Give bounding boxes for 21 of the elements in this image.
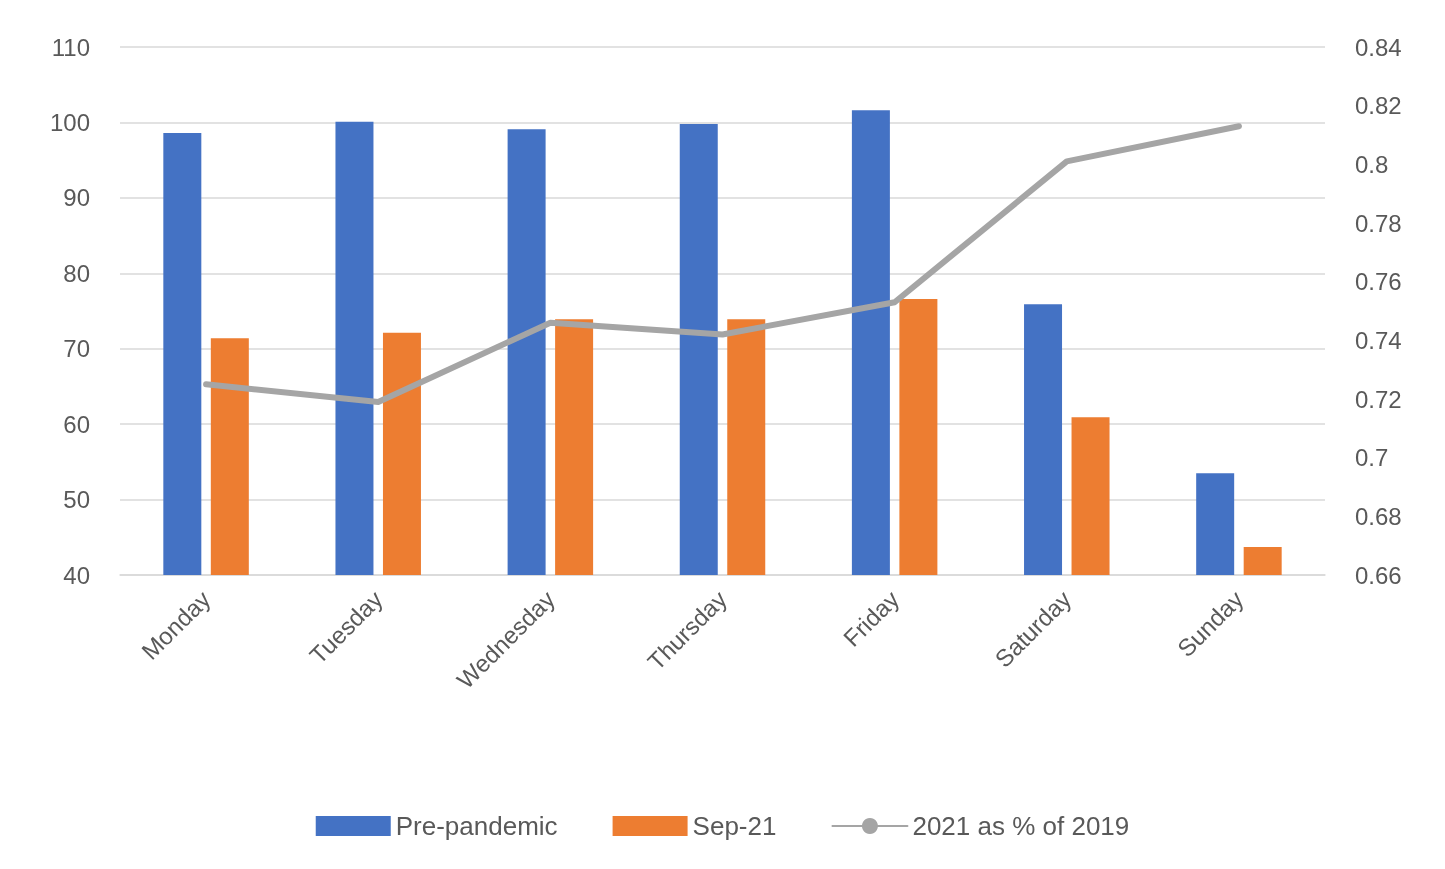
y2-tick-label: 0.8 xyxy=(1355,150,1389,178)
y-tick-label: 90 xyxy=(63,184,90,212)
y-tick-label: 50 xyxy=(63,486,90,514)
y-tick-label: 110 xyxy=(51,33,90,61)
legend-label: Pre-pandemic xyxy=(395,811,558,841)
y-tick-label: 100 xyxy=(49,108,90,136)
legend-label: Sep-21 xyxy=(692,811,777,841)
y2-tick-label: 0.76 xyxy=(1355,268,1402,296)
y2-tick-label: 0.66 xyxy=(1355,561,1402,589)
y2-tick-label: 0.82 xyxy=(1355,92,1402,120)
y2-tick-label: 0.84 xyxy=(1355,33,1402,61)
y2-tick-label: 0.68 xyxy=(1355,502,1402,530)
y-tick-label: 70 xyxy=(63,335,90,363)
y2-tick-label: 0.7 xyxy=(1355,444,1389,472)
y2-tick-label: 0.74 xyxy=(1355,326,1402,354)
y2-tick-label: 0.78 xyxy=(1355,209,1402,237)
y-tick-label: 80 xyxy=(63,259,90,287)
y-tick-label: 60 xyxy=(63,410,90,438)
y2-tick-label: 0.72 xyxy=(1355,385,1402,413)
y-tick-label: 40 xyxy=(63,561,90,589)
legend-label: 2021 as % of 2019 xyxy=(912,811,1130,841)
